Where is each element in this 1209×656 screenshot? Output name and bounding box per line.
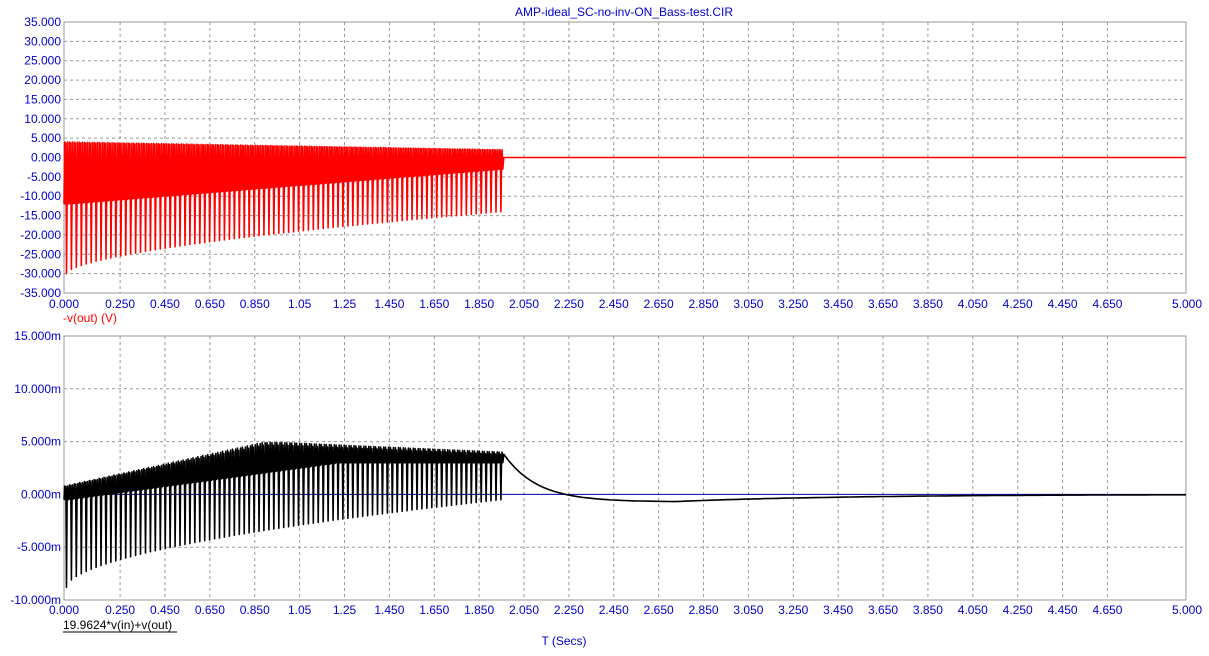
bottom-y-tick-label: -10.000m xyxy=(10,593,61,607)
bottom-x-tick-label: 3.650 xyxy=(868,603,898,617)
bottom-chart: 0.000 0.250 0.450 0.650 0.850 1.05 1.25 1.450 1.… xyxy=(10,329,1202,617)
top-y-tick-label: -20.000 xyxy=(20,228,61,242)
top-x-tick-label: 0.250 xyxy=(105,297,135,311)
bottom-x-tick-label: 3.450 xyxy=(823,603,853,617)
bottom-series-label: 19.9624*v(in)+v(out) xyxy=(63,618,172,632)
bottom-x-tick-label: 3.050 xyxy=(733,603,763,617)
bottom-x-tick-label: 1.650 xyxy=(419,603,449,617)
top-y-tick-label: -15.000 xyxy=(20,209,61,223)
bottom-x-tick-label: 4.650 xyxy=(1092,603,1122,617)
window-title: AMP-ideal_SC-no-inv-ON_Bass-test.CIR xyxy=(515,5,733,19)
bottom-x-tick-label: 3.850 xyxy=(913,603,943,617)
bottom-x-tick-label: 0.250 xyxy=(105,603,135,617)
top-y-tick-label: -5.000 xyxy=(27,170,61,184)
top-x-tick-label: 2.050 xyxy=(509,297,539,311)
top-x-tick-label: 2.650 xyxy=(644,297,674,311)
top-x-tick-label: 5.000 xyxy=(1172,297,1202,311)
bottom-x-tick-label: 2.850 xyxy=(689,603,719,617)
top-y-tick-label: -25.000 xyxy=(20,247,61,261)
top-trace-line xyxy=(63,141,1186,275)
bottom-x-tick-label: 0.450 xyxy=(150,603,180,617)
bottom-x-tick-label: 1.05 xyxy=(288,603,312,617)
top-x-tick-label: 4.450 xyxy=(1048,297,1078,311)
top-chart: 0.000 0.250 0.450 0.650 0.850 1.05 1.25 1.450 1.… xyxy=(20,15,1202,311)
top-y-tick-label: -35.000 xyxy=(20,286,61,300)
bottom-y-tick-label: -5.000m xyxy=(17,540,61,554)
bottom-x-tick-label: 2.050 xyxy=(509,603,539,617)
bottom-trace-line xyxy=(63,441,1186,589)
top-x-tick-label: 2.850 xyxy=(689,297,719,311)
top-x-tick-label: 3.450 xyxy=(823,297,853,311)
bottom-x-tick-label: 5.000 xyxy=(1172,603,1202,617)
bottom-x-tick-label: 2.650 xyxy=(644,603,674,617)
top-series-label: -v(out) (V) xyxy=(63,311,117,325)
bottom-x-tick-label: 0.000 xyxy=(49,603,79,617)
top-x-tick-label: 1.850 xyxy=(464,297,494,311)
top-x-tick-label: 1.450 xyxy=(374,297,404,311)
top-x-tick-label: 4.650 xyxy=(1092,297,1122,311)
top-y-tick-label: 35.000 xyxy=(24,15,61,29)
top-y-tick-label: 5.000 xyxy=(31,131,61,145)
top-y-tick-label: 25.000 xyxy=(24,54,61,68)
bottom-x-tick-label: 0.850 xyxy=(240,603,270,617)
top-y-tick-label: 10.000 xyxy=(24,112,61,126)
bottom-x-tick-label: 1.450 xyxy=(374,603,404,617)
bottom-x-tick-label: 2.250 xyxy=(554,603,584,617)
x-axis-label: T (Secs) xyxy=(541,634,586,648)
top-x-tick-label: 0.000 xyxy=(49,297,79,311)
bottom-x-tick-label: 4.050 xyxy=(958,603,988,617)
top-y-tick-label: -30.000 xyxy=(20,267,61,281)
top-x-tick-label: 4.050 xyxy=(958,297,988,311)
top-x-tick-label: 1.05 xyxy=(288,297,312,311)
top-x-tick-label: 3.850 xyxy=(913,297,943,311)
top-y-tick-label: 0.000 xyxy=(31,151,61,165)
bottom-x-tick-label: 1.850 xyxy=(464,603,494,617)
top-x-tick-label: 0.850 xyxy=(240,297,270,311)
top-x-tick-label: 0.450 xyxy=(150,297,180,311)
bottom-x-tick-label: 1.25 xyxy=(333,603,357,617)
bottom-x-tick-label: 2.450 xyxy=(599,603,629,617)
top-x-tick-label: 3.050 xyxy=(733,297,763,311)
top-x-tick-label: 1.25 xyxy=(333,297,357,311)
bottom-y-tick-label: 0.000m xyxy=(21,487,61,501)
top-x-tick-label: 1.650 xyxy=(419,297,449,311)
top-y-tick-label: 15.000 xyxy=(24,92,61,106)
bottom-x-tick-label: 4.450 xyxy=(1048,603,1078,617)
bottom-plot-frame xyxy=(63,335,1187,601)
top-x-tick-label: 2.250 xyxy=(554,297,584,311)
bottom-y-tick-label: 5.000m xyxy=(21,435,61,449)
top-x-tick-label: 3.250 xyxy=(778,297,808,311)
bottom-x-tick-label: 3.250 xyxy=(778,603,808,617)
top-y-tick-label: -10.000 xyxy=(20,189,61,203)
top-x-tick-label: 4.250 xyxy=(1003,297,1033,311)
bottom-y-tick-label: 10.000m xyxy=(14,382,61,396)
top-x-tick-label: 2.450 xyxy=(599,297,629,311)
bottom-x-tick-label: 0.650 xyxy=(195,603,225,617)
bottom-y-tick-label: 15.000m xyxy=(14,329,61,343)
top-y-tick-label: 30.000 xyxy=(24,34,61,48)
top-x-tick-label: 3.650 xyxy=(868,297,898,311)
bottom-x-tick-label: 4.250 xyxy=(1003,603,1033,617)
top-y-tick-label: 20.000 xyxy=(24,73,61,87)
top-x-tick-label: 0.650 xyxy=(195,297,225,311)
